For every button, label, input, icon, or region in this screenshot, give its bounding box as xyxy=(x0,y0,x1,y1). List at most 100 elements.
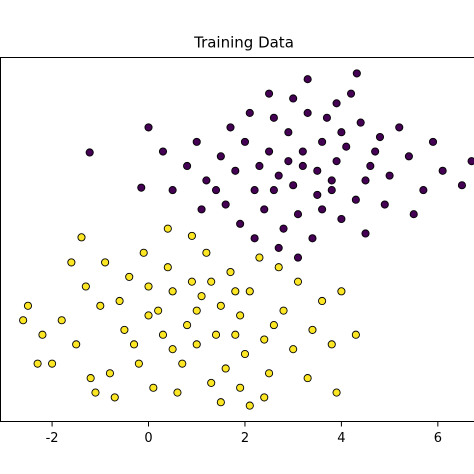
point xyxy=(130,340,139,349)
point xyxy=(361,229,370,238)
point xyxy=(202,176,211,185)
point xyxy=(197,292,206,301)
point xyxy=(457,181,466,190)
point xyxy=(105,369,114,378)
point xyxy=(342,142,351,151)
point xyxy=(274,171,283,180)
point xyxy=(72,340,81,349)
x-tick-label: -2 xyxy=(46,431,59,446)
point xyxy=(284,157,293,166)
point xyxy=(351,195,360,204)
x-tick-label: 4 xyxy=(337,431,345,446)
point xyxy=(236,219,245,228)
point xyxy=(226,267,235,277)
point xyxy=(438,166,447,175)
point xyxy=(265,89,274,98)
point xyxy=(19,316,28,325)
point xyxy=(231,330,240,339)
point xyxy=(289,94,298,103)
point xyxy=(101,258,110,267)
point xyxy=(33,359,42,368)
point xyxy=(38,330,47,339)
point xyxy=(240,137,250,146)
point xyxy=(352,69,361,78)
point xyxy=(308,234,317,243)
point xyxy=(274,263,283,272)
point xyxy=(380,200,389,209)
point xyxy=(313,166,322,175)
point xyxy=(158,330,168,339)
point xyxy=(216,398,225,407)
point xyxy=(154,306,163,315)
point xyxy=(86,374,95,383)
point xyxy=(158,147,168,156)
point xyxy=(298,161,307,171)
point xyxy=(467,157,474,166)
point xyxy=(318,137,327,146)
point xyxy=(260,335,269,344)
point xyxy=(207,378,216,387)
point xyxy=(23,301,33,310)
point xyxy=(298,147,307,156)
point xyxy=(332,99,341,108)
point xyxy=(327,186,336,195)
point xyxy=(327,176,336,185)
point xyxy=(318,205,327,214)
x-tick-label: 0 xyxy=(144,431,152,446)
point xyxy=(211,330,221,339)
point xyxy=(236,383,245,392)
point xyxy=(260,205,269,214)
point xyxy=(110,393,119,402)
point xyxy=(303,374,312,383)
point xyxy=(173,388,182,397)
point xyxy=(269,321,278,330)
point xyxy=(120,325,129,334)
point xyxy=(144,311,153,320)
point xyxy=(216,152,225,161)
point xyxy=(385,171,394,180)
point xyxy=(168,186,177,195)
point xyxy=(245,108,254,117)
point xyxy=(96,301,105,310)
point xyxy=(221,364,230,373)
point xyxy=(337,128,346,137)
point xyxy=(361,176,370,185)
point xyxy=(48,359,57,368)
point xyxy=(211,186,221,195)
point xyxy=(250,234,259,243)
point xyxy=(207,277,216,286)
point xyxy=(57,316,66,325)
point xyxy=(279,306,288,315)
point xyxy=(245,401,254,410)
point xyxy=(149,383,158,392)
point xyxy=(293,277,303,286)
point xyxy=(125,272,134,281)
point xyxy=(269,113,278,122)
point xyxy=(250,186,259,195)
point xyxy=(255,161,264,171)
point xyxy=(346,89,356,98)
point xyxy=(245,287,254,296)
point xyxy=(197,205,206,214)
point xyxy=(395,123,404,132)
points xyxy=(19,69,474,410)
point xyxy=(293,210,303,219)
point xyxy=(303,108,312,117)
point xyxy=(187,231,196,240)
point xyxy=(303,75,312,84)
point xyxy=(77,233,86,242)
chart-title: Training Data xyxy=(193,34,294,52)
point xyxy=(269,186,278,195)
point xyxy=(163,224,172,233)
point xyxy=(265,147,274,156)
point xyxy=(322,113,331,122)
point xyxy=(85,148,94,157)
point xyxy=(289,181,298,190)
point xyxy=(375,132,385,142)
point xyxy=(144,282,153,291)
point xyxy=(404,152,413,161)
point xyxy=(236,311,245,320)
point xyxy=(178,359,187,368)
